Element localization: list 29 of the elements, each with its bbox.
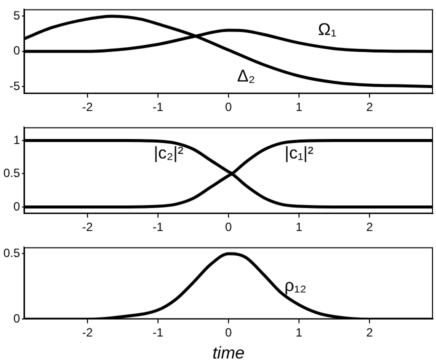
x-tick-label: 0: [225, 220, 232, 234]
x-tick-label: -1: [152, 326, 164, 340]
series-label: |c₁|²: [284, 143, 314, 162]
x-tick-label: 2: [366, 220, 374, 234]
y-tick-label: 1: [13, 132, 20, 147]
x-tick-label: 1: [296, 326, 303, 340]
series-label: Δ₂: [237, 66, 256, 86]
x-tick-label: 2: [366, 326, 374, 340]
x-tick-label: 2: [366, 100, 374, 114]
x-tick-label: -1: [152, 220, 164, 234]
x-tick-label: 0: [225, 326, 232, 340]
y-tick-label: 0.5: [3, 246, 20, 260]
x-tick-label: -1: [152, 100, 164, 114]
x-tick-label: 1: [296, 100, 303, 114]
x-tick-label: 1: [296, 220, 303, 234]
x-axis-title: time: [212, 344, 245, 363]
y-tick-label: 0: [13, 199, 20, 214]
y-tick-label: 0: [13, 312, 20, 326]
series-label: Ω₁: [318, 20, 337, 39]
y-tick-label: 0.5: [3, 166, 20, 180]
series-label: ρ₁₂: [284, 276, 306, 296]
series-label: |c₂|²: [154, 143, 184, 162]
x-tick-label: -2: [82, 220, 94, 234]
x-tick-label: 0: [225, 100, 232, 114]
x-tick-label: -2: [82, 326, 94, 340]
y-tick-label: 5: [13, 8, 20, 23]
x-tick-label: -2: [82, 100, 94, 114]
y-tick-label: 0: [13, 44, 20, 58]
y-tick-label: -5: [9, 78, 20, 93]
